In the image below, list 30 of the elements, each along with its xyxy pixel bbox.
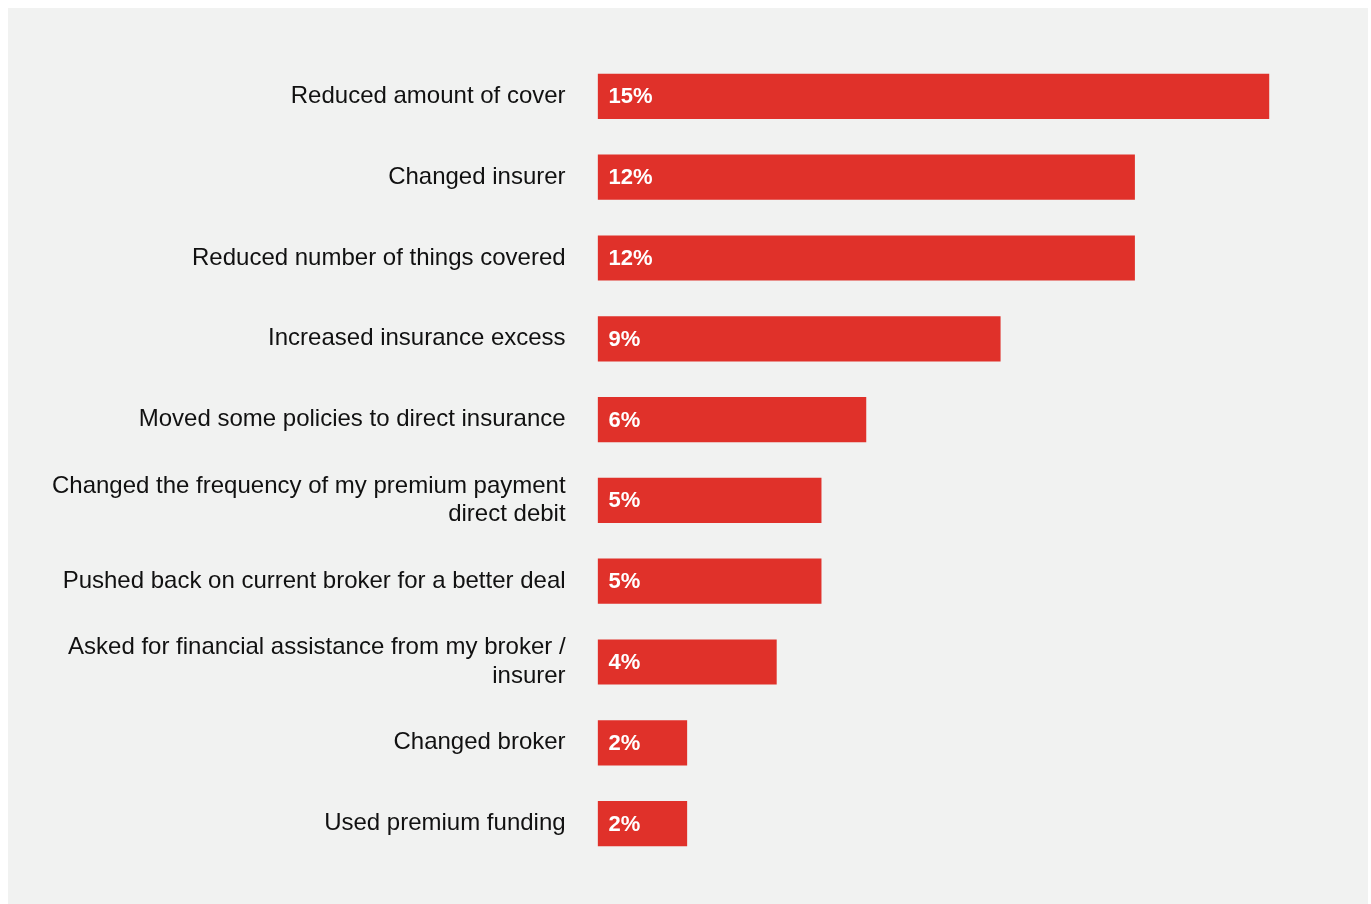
y-tick-label: Changed insurer bbox=[388, 161, 566, 189]
data-label: 6% bbox=[608, 406, 641, 432]
bar bbox=[597, 720, 688, 766]
bar bbox=[597, 154, 1135, 200]
data-label: 5% bbox=[608, 487, 641, 513]
data-label: 2% bbox=[608, 729, 641, 755]
y-tick-label: Changed broker bbox=[393, 727, 566, 755]
bar bbox=[597, 477, 822, 524]
data-label: 12% bbox=[608, 164, 653, 190]
bar bbox=[597, 396, 867, 443]
bar bbox=[597, 73, 1270, 120]
y-tick-label: Asked for financial assistance from my broker / insurer bbox=[68, 632, 566, 689]
bar bbox=[597, 800, 688, 847]
bar bbox=[597, 558, 822, 604]
bar bbox=[597, 235, 1135, 281]
bar bbox=[597, 639, 777, 685]
data-label: 12% bbox=[608, 245, 653, 271]
y-tick-label: Increased insurance excess bbox=[268, 323, 566, 351]
y-tick-label: Changed the frequency of my premium payment direct debit bbox=[51, 470, 566, 527]
data-label: 5% bbox=[608, 568, 641, 594]
y-tick-label: Reduced number of things covered bbox=[192, 242, 566, 270]
data-label: 4% bbox=[608, 649, 641, 675]
y-tick-label: Reduced amount of cover bbox=[290, 81, 566, 109]
y-tick-label: Moved some policies to direct insurance bbox=[138, 404, 566, 432]
bar bbox=[597, 316, 1001, 362]
data-label: 15% bbox=[608, 83, 653, 109]
y-tick-label: Used premium funding bbox=[324, 808, 566, 836]
y-tick-label: Pushed back on current broker for a better deal bbox=[62, 565, 566, 593]
data-label: 2% bbox=[608, 810, 641, 836]
data-label: 9% bbox=[608, 325, 641, 351]
